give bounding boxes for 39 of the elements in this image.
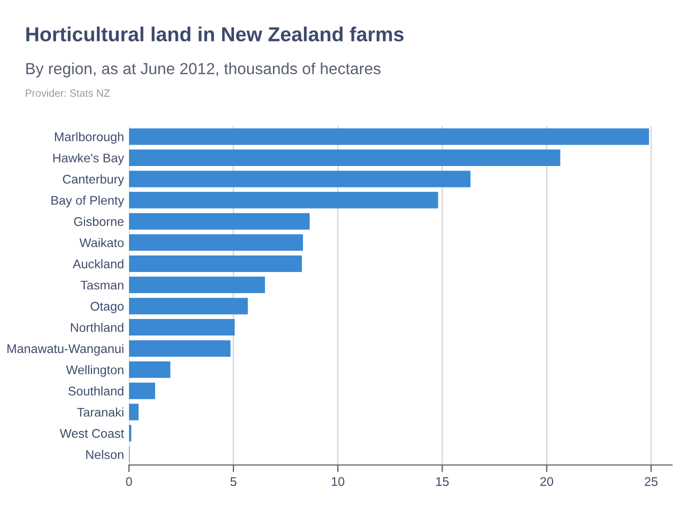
bar: [129, 276, 265, 294]
y-tick-label: Hawke's Bay: [53, 153, 124, 165]
bar: [129, 170, 470, 188]
x-tick-label: 25: [644, 477, 658, 486]
bar: [129, 404, 139, 420]
y-tick-label: Otago: [90, 302, 124, 314]
y-tick-label: Tasman: [80, 280, 124, 290]
chart-subtitle: By region, as at June 2012, thousands of hectares: [26, 62, 380, 78]
x-tick-label: 10: [332, 477, 344, 486]
chart-title: Horticultural land in New Zealand farms: [26, 26, 404, 42]
y-tick-label: Taranaki: [77, 408, 124, 417]
bar: [129, 234, 303, 251]
bar: [129, 213, 310, 230]
x-tick-label: 5: [230, 477, 236, 486]
y-tick-label: Manawatu-Wanganui: [8, 344, 124, 356]
y-tick-label: Waikato: [80, 238, 124, 248]
bar: [129, 340, 230, 357]
y-tick-label: Marlborough: [54, 132, 124, 144]
bar: [129, 128, 650, 145]
y-tick-label: Gisborne: [74, 216, 124, 226]
y-tick-label: Wellington: [66, 365, 124, 377]
y-tick-label: Bay of Plenty: [52, 196, 124, 208]
x-tick-label: 15: [436, 477, 449, 486]
y-tick-label: Northland: [70, 322, 124, 332]
bar: [129, 192, 438, 208]
x-tick-label: 0: [126, 477, 132, 486]
y-tick-label: Southland: [68, 386, 124, 396]
bar: [129, 255, 302, 272]
bar: [129, 361, 170, 378]
x-tick-label: 20: [540, 477, 554, 486]
y-tick-label: Nelson: [86, 450, 124, 460]
y-tick-label: West Coast: [60, 429, 124, 438]
y-tick-label: Auckland: [72, 259, 124, 268]
text: Provider: Stats NZ: [26, 89, 110, 97]
bar: [129, 150, 560, 166]
bar: [129, 319, 235, 336]
bar: [129, 382, 156, 400]
bar: [129, 298, 248, 314]
y-tick-label: Canterbury: [62, 174, 124, 186]
